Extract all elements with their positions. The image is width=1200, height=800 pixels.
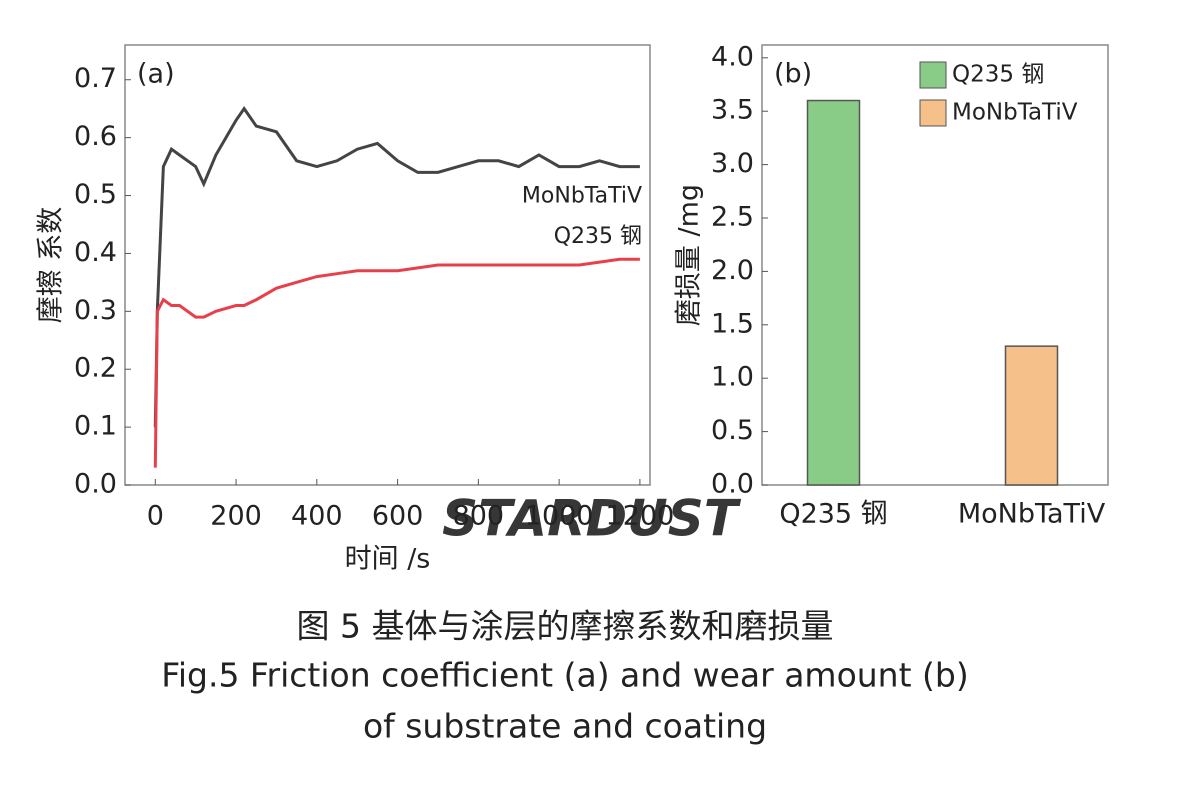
y-tick-label: 1.5 [711, 308, 754, 339]
x-tick-label: 1200 [606, 501, 675, 532]
y-tick-label: 0.0 [711, 469, 754, 500]
x-axis-label: 时间 /s [345, 544, 431, 575]
x-tick-label: 400 [291, 501, 343, 532]
caption-cn: 图 5 基体与涂层的摩擦系数和磨损量 [297, 607, 834, 646]
y-tick-label: 4.0 [711, 41, 754, 72]
legend-swatch [919, 61, 947, 89]
y-tick-label: 0.0 [74, 469, 117, 500]
y-tick-label: 0.3 [74, 295, 117, 326]
x-tick-label: 1000 [525, 501, 594, 532]
x-tick-label: 200 [210, 501, 262, 532]
line [153, 106, 640, 428]
y-axis-label: 摩擦 系数 [36, 207, 67, 324]
y-axis-label: 磨损量 /mg [674, 184, 705, 326]
y-tick-label: 0.5 [711, 415, 754, 446]
line-label: MoNbTaTiV [522, 184, 642, 209]
line-label: Q235 钢 [554, 224, 642, 249]
y-tick-label: 0.4 [74, 237, 117, 268]
watermark: STARDUST [442, 490, 742, 548]
x-tick-label: Q235 钢 [779, 499, 887, 530]
bar [806, 99, 861, 486]
caption-en: of substrate and coating [363, 707, 767, 746]
x-tick-label: 600 [372, 501, 424, 532]
y-tick-label: 0.6 [74, 121, 117, 152]
x-tick-label: MoNbTaTiV [958, 499, 1106, 530]
y-tick-label: 1.0 [711, 362, 754, 393]
x-tick-label: 0 [147, 501, 164, 532]
y-tick-label: 0.5 [74, 179, 117, 210]
legend-label: Q235 钢 [952, 62, 1044, 88]
y-tick-label: 2.0 [711, 255, 754, 286]
y-tick-label: 2.5 [711, 202, 754, 233]
y-tick-label: 3.5 [711, 95, 754, 126]
caption-en: Fig.5 Friction coefficient (a) and wear … [161, 656, 968, 695]
y-tick-label: 0.7 [74, 63, 117, 94]
x-tick-label: 800 [453, 501, 505, 532]
legend-swatch [919, 99, 947, 127]
y-tick-label: 0.1 [74, 411, 117, 442]
y-tick-label: 0.2 [74, 353, 117, 384]
plot-frame [761, 44, 1109, 486]
panel-label: (a) [137, 59, 175, 90]
panel-label: (b) [774, 59, 812, 90]
legend-label: MoNbTaTiV [952, 100, 1078, 126]
line [153, 257, 640, 468]
bar [1004, 345, 1059, 486]
y-tick-label: 3.0 [711, 148, 754, 179]
plot-frame [124, 44, 651, 486]
